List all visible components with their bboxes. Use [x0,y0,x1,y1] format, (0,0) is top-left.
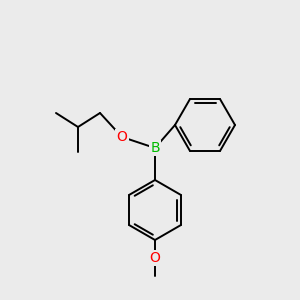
Text: O: O [117,130,128,144]
Text: O: O [150,251,160,265]
Text: B: B [150,141,160,155]
